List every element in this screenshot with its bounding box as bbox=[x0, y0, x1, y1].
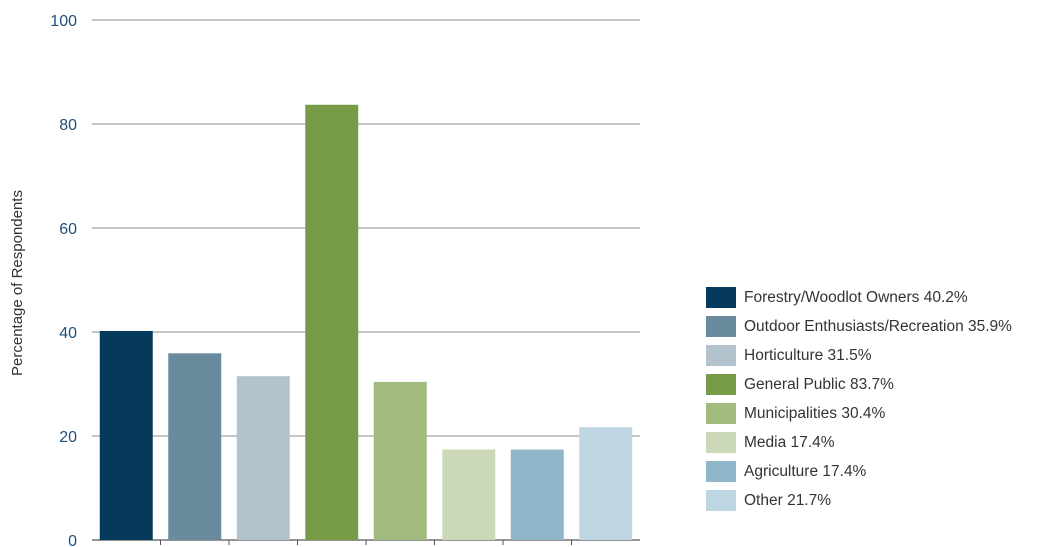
bar-horticulture bbox=[236, 376, 290, 540]
legend-item: Horticulture 31.5% bbox=[706, 341, 1041, 370]
legend-swatch bbox=[706, 461, 736, 482]
bars bbox=[99, 104, 633, 540]
legend-swatch bbox=[706, 374, 736, 395]
bar-media bbox=[442, 449, 496, 540]
bar-other bbox=[579, 427, 633, 540]
legend: Forestry/Woodlot Owners 40.2% Outdoor Ent… bbox=[706, 283, 1041, 515]
legend-item: Municipalities 30.4% bbox=[706, 399, 1041, 428]
y-axis-label: Percentage of Respondents bbox=[9, 190, 26, 376]
legend-label: Agriculture 17.4% bbox=[744, 462, 867, 480]
y-axis: 0 20 40 60 80 100 bbox=[50, 13, 572, 547]
legend-item: Other 21.7% bbox=[706, 486, 1041, 515]
legend-swatch bbox=[706, 316, 736, 337]
bar-forestry-woodlot-owners bbox=[99, 330, 153, 540]
bar-agriculture bbox=[510, 449, 564, 540]
legend-item: Outdoor Enthusiasts/Recreation 35.9% bbox=[706, 312, 1041, 341]
bar-outdoor-enthusiasts-recreation bbox=[168, 353, 222, 540]
y-tick-label: 40 bbox=[59, 325, 77, 342]
legend-swatch bbox=[706, 403, 736, 424]
legend-label: Municipalities 30.4% bbox=[744, 404, 886, 422]
legend-swatch bbox=[706, 432, 736, 453]
bar-general-public bbox=[305, 104, 359, 540]
legend-swatch bbox=[706, 490, 736, 511]
bar-municipalities bbox=[373, 381, 427, 540]
legend-label: Outdoor Enthusiasts/Recreation 35.9% bbox=[744, 317, 1012, 335]
y-tick-label: 100 bbox=[50, 13, 77, 30]
legend-label: General Public 83.7% bbox=[744, 375, 894, 393]
legend-label: Media 17.4% bbox=[744, 433, 835, 451]
legend-label: Horticulture 31.5% bbox=[744, 346, 872, 364]
legend-label: Forestry/Woodlot Owners 40.2% bbox=[744, 288, 968, 306]
y-tick-label: 20 bbox=[59, 429, 77, 446]
legend-item: Media 17.4% bbox=[706, 428, 1041, 457]
legend-item: Forestry/Woodlot Owners 40.2% bbox=[706, 283, 1041, 312]
y-tick-label: 80 bbox=[59, 117, 77, 134]
y-tick-label: 0 bbox=[68, 533, 77, 547]
legend-item: General Public 83.7% bbox=[706, 370, 1041, 399]
legend-swatch bbox=[706, 287, 736, 308]
legend-label: Other 21.7% bbox=[744, 491, 832, 509]
legend-item: Agriculture 17.4% bbox=[706, 457, 1041, 486]
legend-swatch bbox=[706, 345, 736, 366]
y-tick-label: 60 bbox=[59, 221, 77, 238]
